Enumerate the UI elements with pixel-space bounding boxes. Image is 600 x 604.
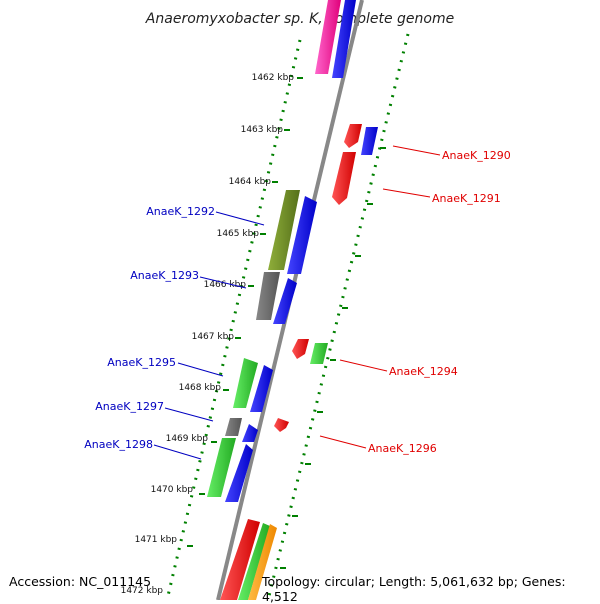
gene-label[interactable]: AnaeK_1294 [389,365,458,378]
gene-label[interactable]: AnaeK_1293 [130,269,199,282]
gene-label[interactable]: AnaeK_1298 [84,438,153,451]
scale-label: 1472 kbp [121,586,164,596]
gene-label[interactable]: AnaeK_1295 [107,356,176,369]
gene-label[interactable]: AnaeK_1297 [95,400,164,413]
gene-label[interactable]: AnaeK_1296 [368,442,437,455]
scale-label: 1463 kbp [241,125,284,135]
right-major-ticks [280,147,386,569]
gene-feature-blue[interactable] [273,278,297,324]
scale-label: 1466 kbp [204,280,247,290]
left-major-ticks [187,77,303,547]
gene-feature-blue[interactable] [361,127,378,155]
gene-feature-AnaeK_1295[interactable] [233,358,258,408]
scale-label: 1470 kbp [151,485,194,495]
gene-label[interactable]: AnaeK_1290 [442,149,511,162]
gene-feature-blue[interactable] [225,444,253,502]
gene-feature-AnaeK_1293[interactable] [256,272,280,320]
scale-label: 1471 kbp [135,535,178,545]
scale-label: 1467 kbp [192,332,235,342]
gene-feature-AnaeK_1298[interactable] [207,438,236,497]
gene-feature-green[interactable] [310,343,328,364]
right-tick-track [266,33,410,600]
gene-label[interactable]: AnaeK_1292 [146,205,215,218]
gene-feature-AnaeK_1297[interactable] [225,418,242,436]
genes [207,0,356,600]
gene-feature-AnaeK_1294[interactable] [292,339,309,359]
scale-labels: 1462 kbp 1463 kbp 1464 kbp 1465 kbp 1466… [121,73,295,596]
gene-labels: AnaeK_1290 AnaeK_1291 AnaeK_1292 AnaeK_1… [84,149,510,455]
gene-feature-AnaeK_1290[interactable] [344,124,362,148]
gene-label[interactable]: AnaeK_1291 [432,192,501,205]
gene-feature-orange[interactable] [248,524,277,600]
reverse-genes [274,124,378,432]
scale-label: 1462 kbp [252,73,295,83]
scale-label: 1465 kbp [217,229,260,239]
accession-label: Accession: NC_011145 [9,574,152,589]
map-title: Anaeromyxobacter sp. K, complete genome [145,11,454,27]
gene-feature-AnaeK_1292[interactable] [268,190,300,270]
scale-label: 1468 kbp [179,383,222,393]
gene-feature-green[interactable] [238,523,270,600]
label-leader-lines [153,145,441,460]
gene-feature-magenta[interactable] [315,0,341,74]
gene-feature-AnaeK_1296[interactable] [274,418,289,432]
gene-feature-blue[interactable] [332,0,356,78]
gene-feature-blue[interactable] [250,365,273,412]
gene-feature-blue[interactable] [242,424,258,442]
scale-label: 1464 kbp [229,177,272,187]
scale-label: 1469 kbp [166,434,209,444]
gene-feature-red[interactable] [220,519,260,600]
gene-feature-AnaeK_1291[interactable] [332,152,356,205]
gene-feature-blue[interactable] [287,196,317,274]
